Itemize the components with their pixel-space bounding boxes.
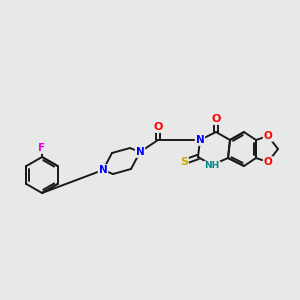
Text: N: N: [136, 147, 144, 157]
Text: N: N: [99, 165, 107, 175]
Text: O: O: [264, 131, 272, 141]
Text: O: O: [153, 122, 163, 132]
Text: N: N: [196, 135, 204, 145]
Text: NH: NH: [204, 161, 220, 170]
Text: S: S: [180, 157, 188, 167]
Text: O: O: [264, 157, 272, 167]
Text: F: F: [38, 143, 46, 153]
Text: O: O: [211, 114, 221, 124]
